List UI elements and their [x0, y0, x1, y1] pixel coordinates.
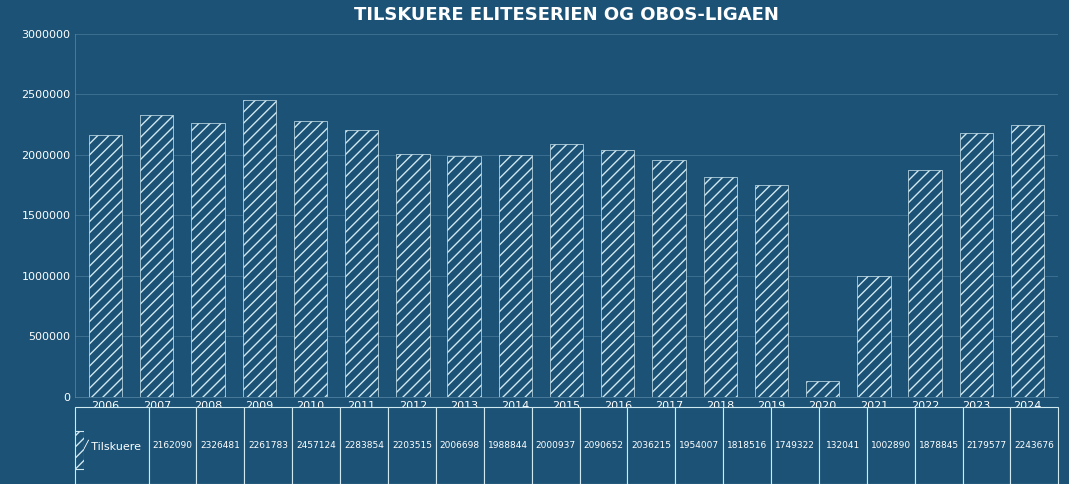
- Bar: [345, 130, 378, 397]
- Bar: [909, 169, 942, 397]
- Bar: [806, 381, 839, 397]
- Bar: [499, 155, 532, 397]
- Bar: [1011, 125, 1044, 397]
- Bar: [191, 123, 224, 397]
- Bar: [601, 151, 634, 397]
- Bar: [857, 275, 890, 397]
- Bar: [960, 133, 993, 397]
- FancyBboxPatch shape: [75, 431, 84, 469]
- Bar: [397, 154, 430, 397]
- Bar: [703, 177, 737, 397]
- Bar: [89, 135, 122, 397]
- Bar: [448, 156, 481, 397]
- Bar: [755, 185, 788, 397]
- Title: TILSKUERE ELITESERIEN OG OBOS-LIGAEN: TILSKUERE ELITESERIEN OG OBOS-LIGAEN: [354, 6, 779, 24]
- Bar: [549, 144, 584, 397]
- Bar: [243, 100, 276, 397]
- Bar: [652, 160, 685, 397]
- Bar: [294, 121, 327, 397]
- Text: ╱ Tilskuere: ╱ Tilskuere: [81, 439, 142, 452]
- Bar: [140, 115, 173, 397]
